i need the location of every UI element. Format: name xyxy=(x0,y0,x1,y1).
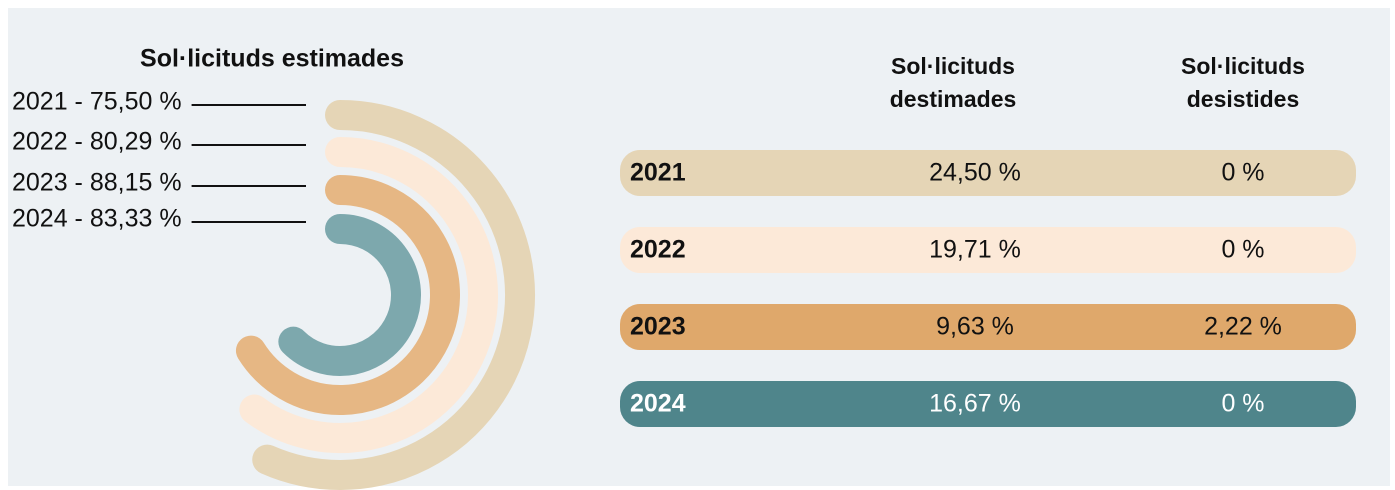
radial-bar xyxy=(278,214,421,376)
table-row xyxy=(620,150,1356,196)
table-cell: 0 % xyxy=(1221,159,1264,187)
column-header: desistides xyxy=(1187,86,1300,112)
table-cell: 0 % xyxy=(1221,390,1264,418)
row-year: 2023 xyxy=(630,313,686,341)
column-header: Sol·licituds xyxy=(891,53,1015,79)
row-year: 2021 xyxy=(630,159,686,187)
value-label: 2023 - 88,15 % xyxy=(12,169,182,197)
column-header: destimades xyxy=(890,86,1017,112)
radial-bar xyxy=(239,137,498,453)
value-label: 2022 - 80,29 % xyxy=(12,128,182,156)
radial-bar xyxy=(252,100,535,490)
chart-title: Sol·licituds estimades xyxy=(140,45,404,73)
value-label: 2021 - 75,50 % xyxy=(12,88,182,116)
value-label: 2024 - 83,33 % xyxy=(12,205,182,233)
table-row xyxy=(620,304,1356,350)
table-cell: 2,22 % xyxy=(1204,313,1282,341)
table-cell: 19,71 % xyxy=(929,236,1021,264)
column-header: Sol·licituds xyxy=(1181,53,1305,79)
table-cell: 9,63 % xyxy=(936,313,1014,341)
table-row xyxy=(620,381,1356,427)
table-cell: 24,50 % xyxy=(929,159,1021,187)
radial-bar xyxy=(235,175,460,415)
table-row xyxy=(620,227,1356,273)
row-year: 2022 xyxy=(630,236,686,264)
row-year: 2024 xyxy=(630,390,686,418)
table-cell: 16,67 % xyxy=(929,390,1021,418)
table-cell: 0 % xyxy=(1221,236,1264,264)
